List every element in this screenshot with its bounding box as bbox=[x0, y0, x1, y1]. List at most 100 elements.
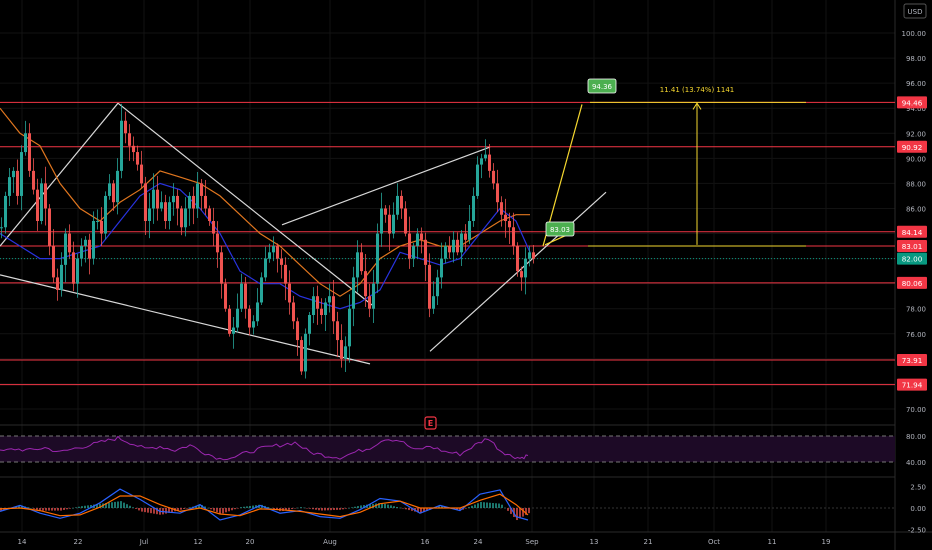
macd-histogram-bar bbox=[66, 508, 68, 510]
macd-histogram-bar bbox=[291, 508, 293, 510]
time-axis-label: Oct bbox=[708, 538, 720, 546]
earnings-marker[interactable] bbox=[424, 416, 437, 430]
macd-histogram-bar bbox=[519, 508, 521, 519]
macd-histogram-bar bbox=[348, 508, 350, 509]
candle bbox=[56, 268, 59, 301]
macd-histogram-bar bbox=[402, 508, 404, 509]
candle bbox=[448, 236, 451, 259]
candle-body bbox=[100, 221, 103, 234]
candle-body bbox=[256, 302, 259, 322]
candle-body bbox=[56, 277, 59, 290]
macd-histogram-bar bbox=[30, 508, 32, 509]
macd-histogram-bar bbox=[318, 508, 320, 511]
macd-histogram-bar bbox=[87, 505, 89, 508]
macd-histogram-bar bbox=[189, 507, 191, 508]
macd-histogram-bar bbox=[255, 505, 257, 508]
candle bbox=[356, 240, 359, 293]
candle bbox=[216, 221, 219, 268]
candle-body bbox=[452, 239, 455, 253]
candle-body bbox=[292, 302, 295, 322]
candle-body bbox=[124, 120, 127, 134]
candle-body bbox=[156, 189, 159, 209]
candle bbox=[60, 252, 63, 297]
candle-body bbox=[308, 315, 311, 334]
candle bbox=[168, 196, 171, 230]
macd-histogram-bar bbox=[477, 503, 479, 508]
macd-histogram-bar bbox=[99, 503, 101, 508]
candle-body bbox=[468, 221, 471, 240]
macd-histogram-bar bbox=[15, 506, 17, 508]
measure-arrowhead bbox=[692, 102, 702, 110]
candle-body bbox=[280, 258, 283, 265]
candle-body bbox=[460, 233, 463, 253]
candle bbox=[104, 191, 107, 240]
candle bbox=[332, 280, 335, 334]
candle bbox=[272, 236, 275, 262]
candle-body bbox=[512, 227, 515, 247]
candle bbox=[452, 231, 455, 263]
candle bbox=[380, 192, 383, 247]
candle bbox=[252, 315, 255, 335]
callout-target[interactable]: 94.36 bbox=[587, 78, 617, 94]
candle-body bbox=[16, 170, 19, 196]
candle bbox=[340, 324, 343, 368]
candle bbox=[284, 257, 287, 301]
candle-body bbox=[104, 195, 107, 234]
candle-body bbox=[416, 233, 419, 247]
macd-histogram-bar bbox=[357, 506, 359, 508]
candle-body bbox=[360, 252, 363, 272]
candle-body bbox=[248, 308, 251, 328]
candle-body bbox=[120, 120, 123, 171]
candle-body bbox=[20, 152, 23, 196]
candle bbox=[392, 202, 395, 239]
macd-histogram-bar bbox=[270, 508, 272, 509]
candle bbox=[420, 227, 423, 254]
candle bbox=[200, 179, 203, 211]
candle bbox=[524, 247, 527, 295]
level-price-tag-text: 80.06 bbox=[902, 279, 923, 288]
macd-histogram-bar bbox=[90, 504, 92, 508]
macd-histogram-bar bbox=[36, 508, 38, 510]
candle bbox=[320, 298, 323, 324]
candle-body bbox=[244, 283, 247, 309]
candle bbox=[156, 175, 159, 221]
candle bbox=[312, 287, 315, 324]
macd-histogram-bar bbox=[207, 507, 209, 509]
callout-entry[interactable]: 83.03 bbox=[545, 221, 575, 237]
candle-body bbox=[68, 233, 71, 253]
candle bbox=[324, 298, 327, 332]
macd-histogram-bar bbox=[42, 508, 44, 511]
trendline bbox=[429, 191, 607, 352]
candle-body bbox=[336, 321, 339, 341]
level-price-tag-text: 94.46 bbox=[902, 98, 923, 107]
macd-histogram-bar bbox=[84, 505, 86, 508]
candle-body bbox=[472, 195, 475, 221]
candle-body bbox=[196, 183, 199, 209]
candle-body bbox=[516, 246, 519, 272]
candle bbox=[532, 244, 535, 264]
candle-body bbox=[136, 152, 139, 165]
candle-body bbox=[348, 308, 351, 347]
currency-button[interactable] bbox=[903, 3, 927, 19]
candle bbox=[100, 207, 103, 246]
candle bbox=[460, 230, 463, 266]
macd-histogram-bar bbox=[528, 508, 530, 514]
candle bbox=[204, 179, 207, 215]
candle-body bbox=[296, 321, 299, 341]
macd-histogram-bar bbox=[315, 508, 317, 510]
candle bbox=[208, 205, 211, 226]
macd-histogram-bar bbox=[216, 508, 218, 513]
rsi-tick-label: 80.00 bbox=[906, 433, 926, 441]
candle-body bbox=[224, 283, 227, 309]
level-price-tag-text: 73.91 bbox=[902, 356, 923, 365]
macd-histogram-bar bbox=[246, 506, 248, 508]
macd-histogram-bar bbox=[390, 505, 392, 508]
candle bbox=[292, 295, 295, 330]
macd-histogram-bar bbox=[240, 507, 242, 508]
candle bbox=[112, 180, 115, 211]
macd-histogram-bar bbox=[63, 508, 65, 510]
level-price-tag-text: 84.14 bbox=[902, 228, 923, 237]
time-axis-label: 20 bbox=[246, 538, 255, 546]
time-axis-label: 16 bbox=[421, 538, 430, 546]
